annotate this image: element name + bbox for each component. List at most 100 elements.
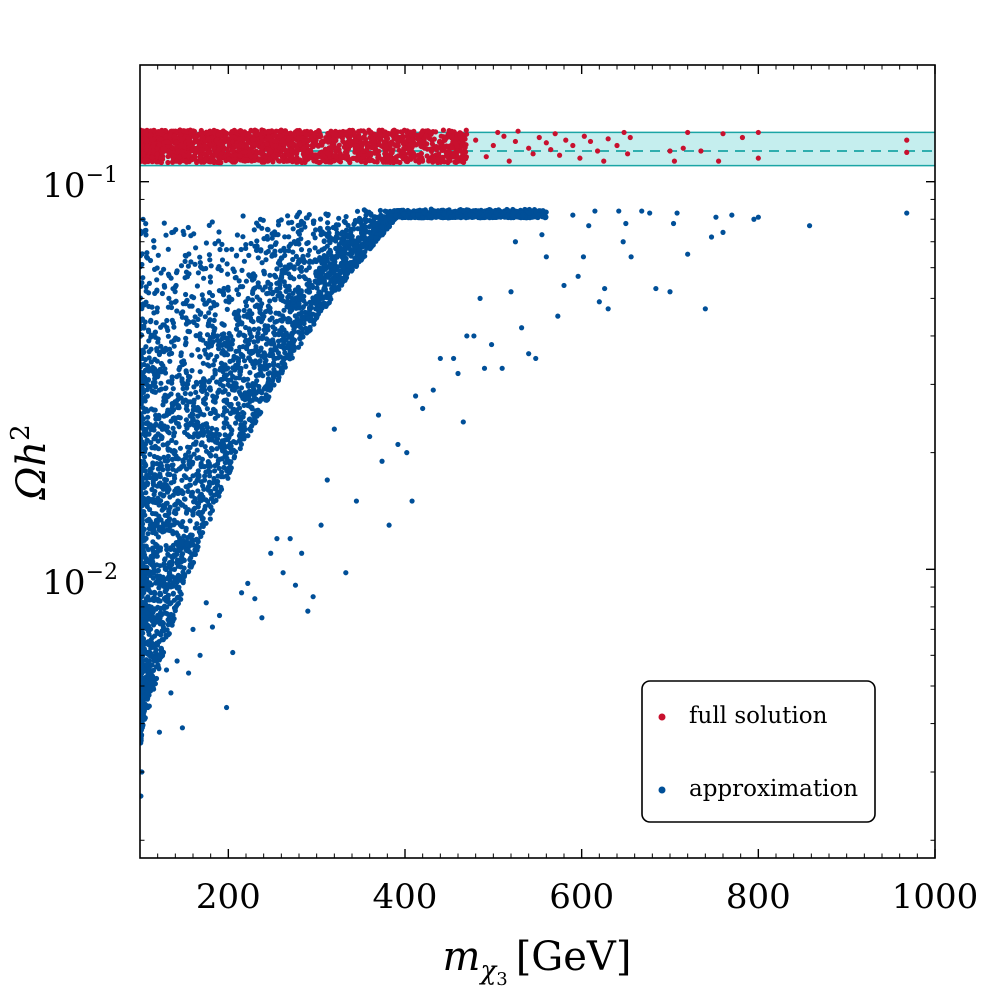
approximation-point (255, 352, 261, 358)
approximation-point (180, 301, 186, 307)
approximation-point (431, 209, 437, 215)
approximation-point (142, 228, 148, 234)
approximation-point (334, 230, 340, 236)
approximation-point (169, 374, 175, 380)
approximation-point (205, 344, 211, 350)
approximation-point (239, 267, 245, 273)
approximation-point (347, 260, 353, 266)
approximation-point (147, 451, 153, 457)
approximation-point (319, 274, 325, 280)
approximation-point (191, 422, 197, 428)
approximation-point (144, 503, 150, 510)
approximation-point (244, 346, 250, 352)
approximation-point (172, 502, 178, 508)
approximation-point (499, 365, 505, 371)
approximation-point (467, 212, 473, 218)
approximation-point (251, 364, 257, 370)
approximation-point (200, 266, 206, 272)
approximation-point (159, 653, 166, 659)
approximation-point (310, 220, 317, 226)
approximation-point (287, 536, 293, 542)
approximation-point (213, 453, 219, 459)
approximation-point (237, 445, 243, 452)
approximation-point (236, 375, 242, 381)
approximation-point (146, 423, 152, 430)
approximation-point (154, 461, 160, 467)
approximation-point (195, 544, 201, 550)
approximation-point (170, 492, 176, 498)
approximation-point (183, 340, 189, 346)
approximation-point (152, 384, 159, 390)
approximation-point (152, 372, 158, 378)
approximation-point (165, 457, 171, 464)
approximation-point (169, 229, 175, 236)
approximation-point (281, 279, 287, 285)
approximation-point (191, 397, 197, 403)
approximation-point (158, 380, 164, 386)
approximation-point (491, 214, 497, 220)
approximation-point (207, 516, 213, 522)
approximation-point (209, 323, 215, 329)
approximation-point (265, 227, 271, 233)
approximation-point (210, 362, 216, 368)
approximation-point (174, 308, 180, 314)
approximation-point (195, 270, 201, 276)
approximation-point (291, 266, 297, 272)
approximation-point (368, 234, 375, 240)
approximation-point (342, 250, 349, 256)
approximation-point (286, 234, 292, 240)
approximation-point (207, 279, 214, 285)
approximation-point (263, 257, 269, 263)
approximation-point (456, 207, 463, 213)
approximation-point (246, 252, 252, 258)
approximation-point (322, 266, 329, 272)
approximation-point (271, 360, 277, 366)
approximation-point (154, 305, 160, 311)
approximation-point (192, 261, 198, 267)
approximation-point (218, 377, 224, 383)
approximation-point (180, 386, 186, 392)
approximation-point (181, 565, 187, 571)
approximation-point (180, 309, 186, 315)
approximation-point (189, 352, 195, 358)
approximation-point (207, 452, 213, 458)
approximation-point (367, 433, 373, 440)
approximation-point (192, 441, 198, 447)
approximation-point (237, 391, 244, 397)
approximation-point (163, 232, 169, 238)
approximation-point (271, 366, 277, 372)
approximation-point (266, 362, 272, 368)
approximation-point (203, 469, 209, 475)
approximation-point (154, 358, 160, 364)
approximation-point (171, 450, 177, 457)
approximation-point (152, 591, 158, 597)
approximation-point (304, 240, 310, 247)
approximation-point (333, 238, 339, 244)
approximation-point (323, 258, 329, 264)
approximation-point (281, 346, 287, 352)
approximation-point (203, 600, 209, 606)
approximation-point (204, 424, 210, 430)
approximation-point (140, 389, 147, 395)
approximation-point (221, 340, 228, 346)
approximation-point (328, 277, 334, 283)
approximation-point (200, 426, 206, 433)
approximation-point (161, 528, 167, 534)
approximation-point (180, 490, 186, 497)
approximation-point (216, 264, 222, 270)
approximation-point (216, 346, 222, 352)
approximation-point (217, 246, 223, 253)
approximation-point (194, 447, 200, 453)
approximation-point (904, 210, 910, 216)
approximation-point (165, 453, 171, 459)
approximation-point (158, 645, 164, 651)
approximation-point (166, 430, 172, 436)
approximation-point (314, 273, 320, 279)
approximation-point (157, 525, 163, 531)
approximation-point (201, 383, 207, 389)
approximation-point (206, 290, 213, 296)
approximation-point (233, 315, 239, 321)
approximation-point (272, 241, 278, 247)
approximation-point (274, 288, 280, 294)
approximation-point (152, 329, 158, 336)
